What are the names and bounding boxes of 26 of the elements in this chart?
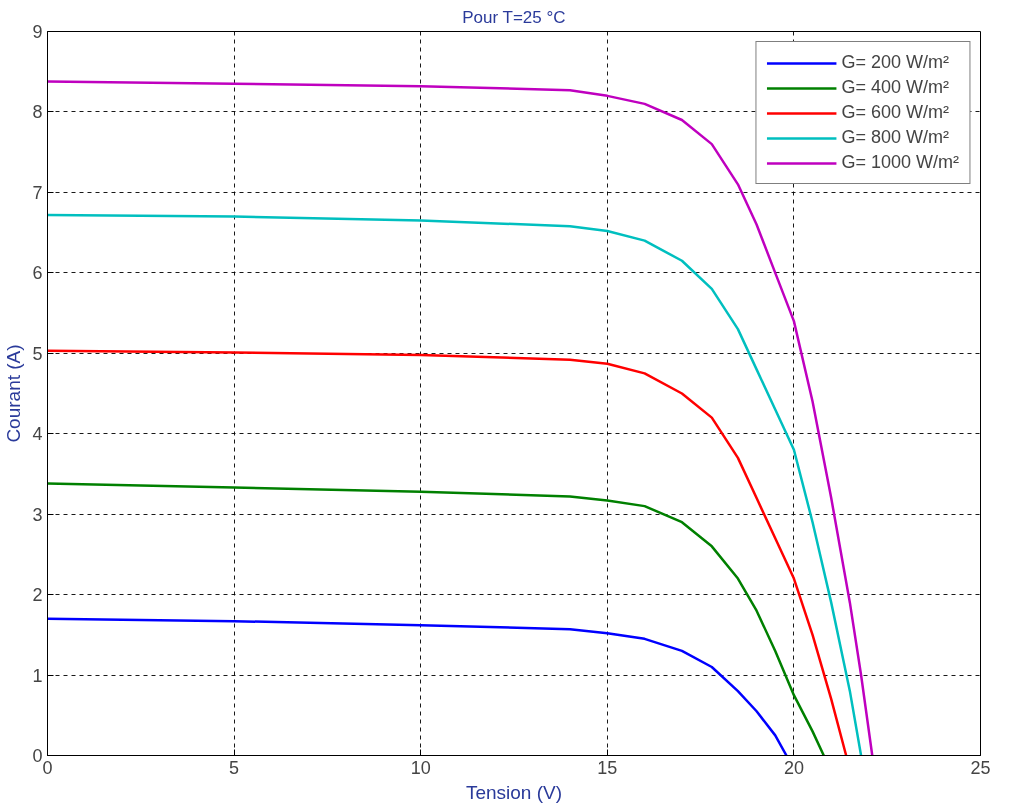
legend-label: G= 400 W/m² [841,77,949,98]
x-tick-label: 15 [597,757,618,778]
line-series [47,482,826,756]
y-tick-label: 9 [32,22,43,42]
y-tick-label: 6 [32,263,43,284]
y-tick-label: 3 [32,504,43,525]
legend-label: G= 200 W/m² [841,52,949,73]
line-series [47,349,848,756]
y-tick-label: 1 [32,665,43,686]
line-series [47,213,863,756]
y-tick-label: 7 [32,182,43,203]
legend-label: G= 1000 W/m² [841,152,959,173]
x-tick-label: 5 [229,757,240,778]
y-tick-label: 4 [32,424,43,445]
line-series [47,617,788,756]
x-tick-label: 10 [410,757,431,778]
legend-label: G= 800 W/m² [841,127,949,148]
y-axis-title: Courant (A) [3,344,25,443]
x-tick-label: 25 [970,757,991,778]
y-tick-label: 2 [32,585,43,606]
y-tick-label: 8 [32,102,43,123]
x-tick-label: 20 [783,757,804,778]
x-axis-title: Tension (V) [465,781,563,803]
y-tick-label: 5 [32,343,43,364]
legend-label: G= 600 W/m² [841,102,949,123]
chart-title: Pour T=25 °C [462,7,566,27]
